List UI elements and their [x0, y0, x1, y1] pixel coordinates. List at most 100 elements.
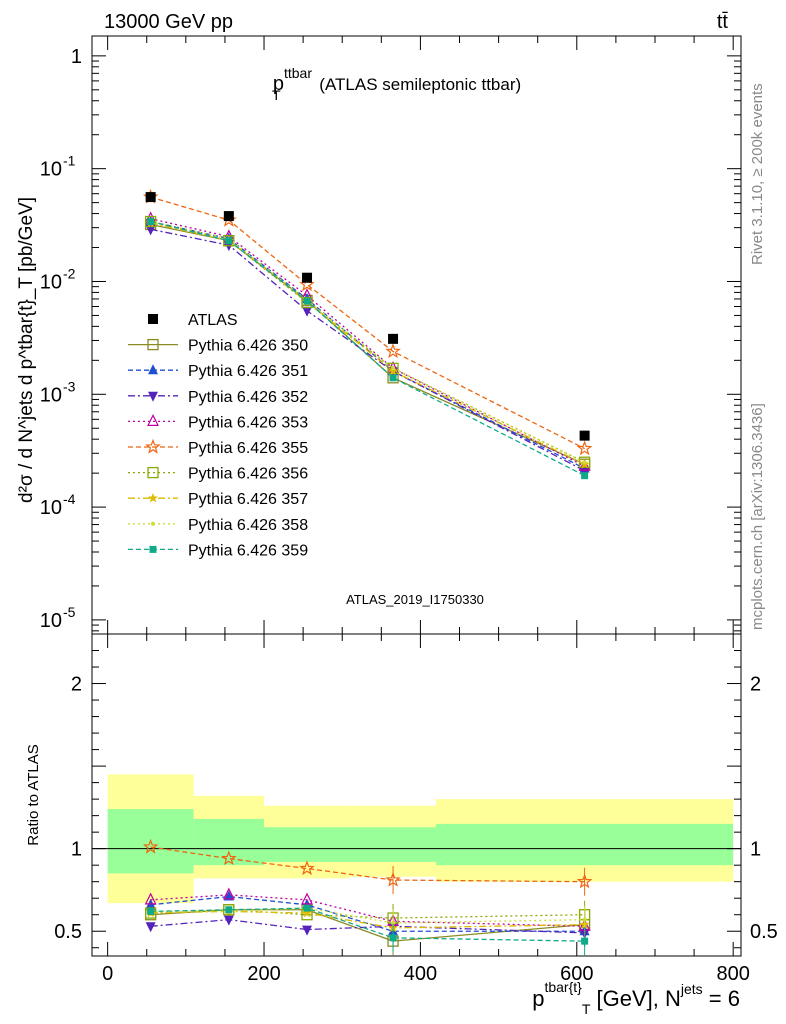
- y-tick-label: 10 -4: [40, 491, 76, 519]
- y-tick-label-base: 10: [40, 159, 62, 181]
- legend-label: Pythia 6.426 359: [188, 542, 308, 559]
- x-axis-label-sub: T: [582, 1001, 591, 1017]
- mc-line-6: [150, 222, 585, 465]
- mc-point: [581, 472, 589, 480]
- mc-point: [578, 458, 591, 471]
- ratio-line-1: [150, 895, 585, 932]
- legend-label: Pythia 6.426 357: [188, 491, 308, 508]
- mc-point: [576, 440, 593, 456]
- ratio-y-tick-label-right: 0.5: [750, 921, 778, 943]
- ratio-line-3: [150, 894, 585, 927]
- legend-label: Pythia 6.426 350: [188, 338, 308, 355]
- y-tick-label: 10 -3: [40, 378, 76, 406]
- data-point: [388, 333, 399, 344]
- y-tick-label-base: 10: [40, 384, 62, 406]
- data-point: [145, 192, 156, 203]
- mc-line-4: [150, 196, 585, 450]
- ratio-point: [144, 892, 157, 905]
- y-tick-label-exp: -5: [63, 604, 76, 620]
- x-axis-label-end: = 6: [703, 986, 740, 1011]
- ratio-line-6: [150, 910, 585, 929]
- mc-line-7: [150, 220, 585, 463]
- ratio-point: [299, 860, 315, 876]
- legend-marker: [147, 414, 159, 426]
- mc-point: [147, 218, 155, 226]
- legend-marker: [148, 314, 158, 324]
- mc-point: [144, 215, 157, 228]
- mc-point: [582, 460, 587, 465]
- y-tick-label-exp: -2: [63, 265, 76, 281]
- x-axis-label-rest: [GeV], N: [590, 986, 680, 1011]
- ratio-y-tick-label-right: 2: [750, 674, 761, 696]
- ratio-band-inner-2: [264, 827, 351, 862]
- ratio-point: [221, 850, 237, 866]
- y-tick-label-exp: -4: [63, 491, 76, 507]
- legend-marker: [149, 545, 157, 553]
- ratio-point: [582, 917, 587, 922]
- ratio-y-tick-label-left: 0.5: [54, 921, 82, 943]
- ratio-point: [576, 873, 593, 889]
- legend-marker: [147, 466, 159, 479]
- ratio-point: [225, 906, 233, 914]
- ratio-point: [147, 907, 155, 915]
- legend-entry: Pythia 6.426 359: [128, 542, 308, 559]
- legend-label: Pythia 6.426 356: [188, 466, 308, 483]
- legend-label: ATLAS: [188, 312, 238, 329]
- ratio-point: [391, 920, 396, 925]
- y-tick-label-exp: -3: [63, 378, 76, 394]
- plot-title-sup: ttbar: [284, 65, 312, 81]
- data-point: [302, 272, 313, 283]
- y-tick-label-base: 10: [40, 610, 62, 632]
- mcplots-label: mcplots.cern.ch [arXiv:1306.3436]: [749, 403, 766, 630]
- legend-label: Pythia 6.426 353: [188, 414, 308, 431]
- x-axis-label-main: p: [532, 986, 544, 1011]
- legend-marker: [148, 391, 158, 402]
- legend-entry: Pythia 6.426 350: [128, 338, 308, 355]
- x-tick-label: 600: [560, 963, 593, 985]
- mc-point: [579, 466, 590, 477]
- plot-title: pttbar T (ATLAS semileptonic ttbar): [272, 65, 521, 103]
- y-tick-label-base: 10: [40, 271, 62, 293]
- legend-label: Pythia 6.426 358: [188, 517, 308, 534]
- mc-point: [303, 297, 311, 305]
- ratio-point: [142, 838, 159, 854]
- x-tick-label: 200: [247, 963, 280, 985]
- legend-marker: [147, 338, 159, 351]
- x-tick-label: 800: [716, 963, 749, 985]
- ratio-frame: [91, 633, 742, 957]
- ratio-point: [385, 871, 401, 887]
- y-tick-label: 10 -1: [40, 153, 76, 181]
- ratio-point: [222, 887, 235, 900]
- ratio-point: [581, 937, 589, 945]
- legend-entry: Pythia 6.426 351: [128, 363, 308, 380]
- legend-entry: Pythia 6.426 356: [128, 466, 308, 483]
- x-tick-label: 0: [102, 963, 113, 985]
- ratio-point: [223, 890, 234, 901]
- legend-label: Pythia 6.426 355: [188, 440, 308, 457]
- ratio-point: [223, 915, 234, 926]
- ratio-point: [303, 904, 311, 912]
- ratio-band-inner-3: [350, 827, 437, 862]
- legend-entry: Pythia 6.426 355: [128, 438, 308, 457]
- legend-marker: [145, 438, 161, 454]
- data-point: [579, 430, 590, 441]
- mc-point: [385, 343, 401, 359]
- legend-marker: [148, 364, 158, 375]
- main-y-axis-label: d²σ / d N^jets d p^tbar{t}_T [pb/GeV]: [16, 197, 37, 503]
- energy-label: 13000 GeV pp: [104, 11, 233, 33]
- x-axis-label: ptbar{t}T [GeV], Njets = 6: [532, 979, 740, 1017]
- ratio-y-axis-label: Ratio to ATLAS: [25, 744, 42, 845]
- legend-entry: Pythia 6.426 358: [128, 517, 308, 534]
- y-tick-label: 10 -5: [40, 604, 76, 632]
- y-tick-label-base: 10: [40, 497, 62, 519]
- ratio-line-4: [150, 846, 585, 883]
- mc-point: [225, 237, 233, 245]
- y-tick-label-exp: -1: [63, 153, 76, 169]
- ratio-band-inner-4: [436, 823, 734, 866]
- legend-marker: [148, 493, 158, 503]
- data-point: [223, 211, 234, 222]
- plot-title-sub: T: [272, 87, 281, 103]
- ratio-y-tick-label-left: 1: [71, 839, 82, 861]
